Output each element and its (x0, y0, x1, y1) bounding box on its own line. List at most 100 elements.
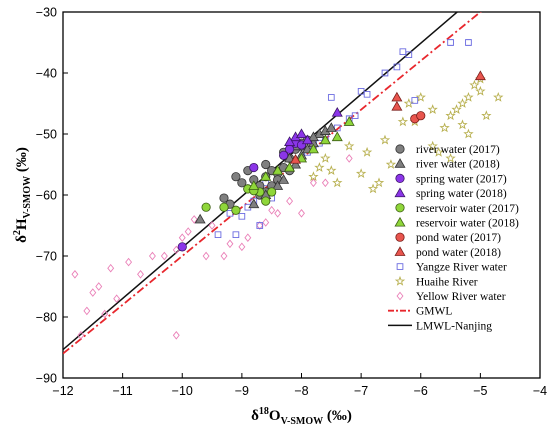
point-huaihe-river (373, 177, 385, 188)
point-huaihe-river (439, 122, 450, 133)
point-huaihe-river (344, 140, 355, 151)
point-huaihe-river (475, 85, 486, 96)
point-yellow-river-water (190, 215, 198, 224)
legend-marker (394, 246, 406, 256)
point-yellow-river-water (160, 251, 168, 261)
point-huaihe-river (367, 183, 379, 194)
point-yangze-river-water (232, 231, 240, 238)
point-huaihe-river (314, 162, 325, 172)
point-river-water-2018 (272, 180, 284, 190)
legend-label: Yellow River water (416, 291, 506, 303)
x-tick-label: −7 (354, 384, 368, 398)
point-huaihe-river (469, 79, 480, 90)
x-tick-label: −11 (112, 384, 132, 398)
point-yangze-river-water (399, 48, 407, 55)
legend-label: LMWL-Nanjing (416, 320, 492, 332)
point-yellow-river-water (274, 208, 282, 218)
x-tick-label: −5 (473, 384, 487, 398)
point-pond-water-2018 (290, 153, 302, 164)
legend-label: pond water (2017) (416, 232, 501, 244)
legend-item: Huaihe River (394, 275, 478, 288)
point-yellow-river-water (208, 221, 216, 230)
point-yellow-river-water (226, 239, 234, 249)
legend-label: Huaihe River (416, 276, 478, 288)
y-tick-label: −80 (36, 311, 57, 325)
point-huaihe-river (463, 91, 474, 102)
point-reservoir-water-2018 (307, 143, 319, 154)
point-yellow-river-water (238, 242, 246, 252)
legend-marker (394, 187, 406, 198)
point-yangze-river-water (411, 97, 419, 104)
point-pond-water-2018 (474, 70, 486, 81)
point-yellow-river-water (107, 263, 115, 273)
legend-label: GMWL (416, 306, 452, 318)
point-yellow-river-water (71, 269, 79, 279)
point-yangze-river-water (363, 91, 371, 98)
point-yangze-river-water (327, 94, 335, 101)
legend-marker (395, 144, 405, 154)
point-spring-water-2017 (249, 162, 259, 173)
point-huaihe-river (427, 104, 438, 114)
point-reservoir-water-2018 (272, 164, 284, 175)
y-tick-label: −60 (36, 189, 57, 203)
point-huaihe-river (493, 91, 504, 102)
point-huaihe-river (320, 152, 331, 163)
legend-marker (394, 158, 406, 168)
y-tick-label: −40 (36, 67, 57, 81)
x-tick-label: −8 (294, 384, 308, 398)
point-yangze-river-water (256, 222, 264, 229)
point-river-water-2018 (325, 122, 337, 132)
point-huaihe-river (451, 104, 462, 114)
point-yellow-river-water (268, 205, 276, 215)
point-reservoir-water-2017 (231, 205, 241, 215)
y-tick-label: −50 (36, 128, 57, 142)
legend-label: Yangze River water (416, 262, 507, 274)
point-yellow-river-water (321, 178, 329, 188)
point-yellow-river-water (83, 306, 91, 316)
point-huaihe-river (427, 140, 438, 151)
x-tick-label: −12 (52, 384, 73, 398)
point-huaihe-river (355, 168, 367, 179)
point-huaihe-river (457, 98, 468, 108)
x-tick-label: −4 (533, 384, 547, 398)
point-yangze-river-water (214, 231, 222, 238)
legend-marker (396, 263, 404, 270)
point-huaihe-river (308, 171, 319, 182)
legend-item: Yangze River water (396, 262, 507, 274)
y-tick-label: −70 (36, 250, 57, 264)
point-yellow-river-water (89, 288, 97, 297)
legend-label: river water (2018) (416, 159, 500, 171)
point-river-water-2017 (219, 193, 229, 203)
point-river-water-2018 (307, 131, 319, 142)
x-tick-label: −6 (414, 384, 428, 398)
point-reservoir-water-2017 (201, 202, 211, 212)
point-spring-water-2017 (284, 144, 295, 154)
point-river-water-2017 (231, 172, 241, 182)
point-reservoir-water-2018 (260, 171, 272, 181)
point-yangze-river-water (226, 209, 234, 217)
point-reservoir-water-2018 (319, 134, 331, 145)
point-yangze-river-water (238, 213, 246, 220)
point-yellow-river-water (298, 208, 305, 218)
point-yellow-river-water (77, 330, 85, 340)
point-spring-water-2017 (279, 150, 289, 160)
x-tick-label: −9 (235, 384, 249, 398)
point-spring-water-2018 (331, 107, 343, 117)
legend-item: river water (2018) (394, 158, 500, 171)
legend-label: river water (2017) (416, 144, 500, 156)
point-huaihe-river (361, 146, 373, 157)
point-river-water-2017 (237, 178, 247, 188)
point-yellow-river-water (125, 257, 133, 267)
point-yangze-river-water (393, 63, 401, 71)
point-river-water-2018 (248, 198, 260, 209)
point-yangze-river-water (447, 39, 454, 46)
point-pond-water-2018 (391, 91, 403, 102)
x-axis-title: δ18OV-SMOW (‰) (251, 406, 352, 427)
y-tick-label: −30 (36, 6, 57, 20)
point-river-water-2018 (278, 174, 290, 184)
y-axis-title: δ2HV-SMOW (‰) (12, 147, 33, 243)
legend-item: LMWL-Nanjing (388, 320, 492, 332)
point-spring-water-2018 (284, 136, 296, 146)
legend-item: reservoir water (2017) (395, 203, 519, 215)
point-pond-water-2017 (416, 111, 426, 121)
